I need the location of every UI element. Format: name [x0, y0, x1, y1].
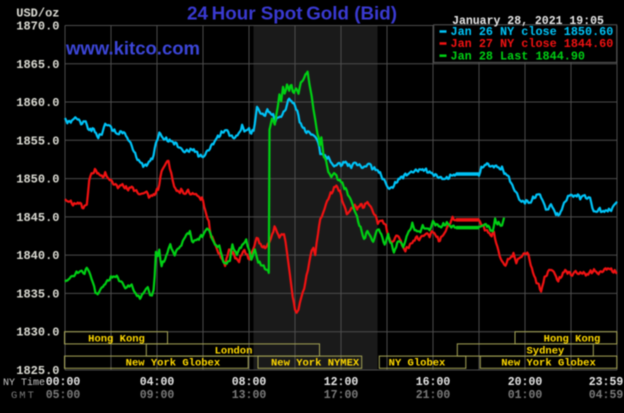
- svg-text:05:00: 05:00: [46, 389, 81, 402]
- svg-text:1855.0: 1855.0: [16, 134, 59, 148]
- svg-text:04:59: 04:59: [589, 389, 624, 402]
- svg-text:GMT: GMT: [11, 390, 36, 402]
- svg-text:01:00: 01:00: [508, 389, 543, 402]
- svg-text:21:00: 21:00: [416, 389, 451, 402]
- svg-text:1850.0: 1850.0: [16, 173, 59, 187]
- svg-text:Hong Kong: Hong Kong: [544, 333, 601, 345]
- svg-text:Jan 27 NY close 1844.60: Jan 27 NY close 1844.60: [451, 37, 614, 51]
- svg-text:1825.0: 1825.0: [16, 364, 59, 378]
- svg-text:NY Globex: NY Globex: [389, 358, 446, 370]
- svg-text:24 Hour Spot Gold (Bid): 24 Hour Spot Gold (Bid): [187, 3, 397, 24]
- svg-text:1845.0: 1845.0: [16, 211, 59, 225]
- svg-text:1860.0: 1860.0: [16, 96, 59, 110]
- svg-text:Hong Kong: Hong Kong: [88, 333, 145, 345]
- svg-text:Jan 28 Last 1844.90: Jan 28 Last 1844.90: [451, 49, 586, 63]
- svg-text:1870.0: 1870.0: [16, 20, 59, 34]
- svg-text:1830.0: 1830.0: [16, 326, 59, 340]
- svg-text:1835.0: 1835.0: [16, 287, 59, 301]
- svg-text:16:00: 16:00: [416, 376, 451, 389]
- svg-text:USD/oz: USD/oz: [16, 7, 59, 21]
- svg-text:12:00: 12:00: [324, 376, 359, 389]
- svg-text:20:00: 20:00: [508, 376, 543, 389]
- svg-text:00:00: 00:00: [46, 376, 81, 389]
- svg-text:London: London: [215, 346, 253, 358]
- svg-text:Jan 26 NY close 1850.60: Jan 26 NY close 1850.60: [451, 25, 614, 39]
- svg-text:1865.0: 1865.0: [16, 58, 59, 72]
- svg-text:Sydney: Sydney: [526, 346, 565, 358]
- svg-text:04:00: 04:00: [140, 376, 175, 389]
- svg-text:New York Globex: New York Globex: [501, 358, 596, 370]
- svg-text:13:00: 13:00: [232, 389, 267, 402]
- svg-text:New York Globex: New York Globex: [126, 358, 221, 370]
- svg-text:www.kitco.com: www.kitco.com: [65, 38, 200, 59]
- svg-text:23:59: 23:59: [589, 376, 624, 389]
- svg-text:1840.0: 1840.0: [16, 249, 59, 263]
- svg-text:08:00: 08:00: [232, 376, 267, 389]
- svg-text:New York NYMEX: New York NYMEX: [271, 358, 360, 370]
- svg-text:January 28, 2021 19:05: January 28, 2021 19:05: [452, 15, 604, 28]
- svg-text:17:00: 17:00: [324, 389, 359, 402]
- svg-text:09:00: 09:00: [140, 389, 175, 402]
- svg-text:NY Time: NY Time: [3, 377, 45, 389]
